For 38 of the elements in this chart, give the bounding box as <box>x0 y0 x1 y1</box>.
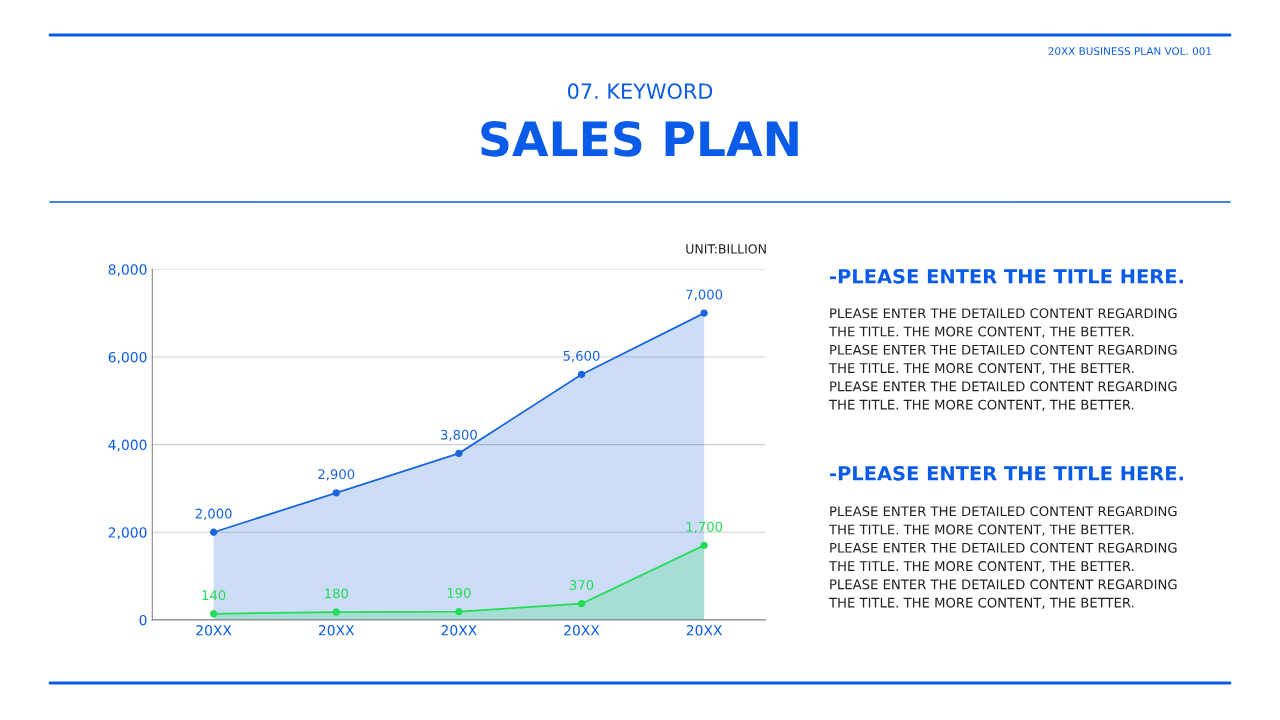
y-tick-label: 4,000 <box>108 439 147 452</box>
text: PLEASE ENTER THE DETAILED CONTENT REGARDING THE TITLE. THE MORE CONTENT, THE BETTER. PLEASE ENTER THE DETAILED CONTENT REGARDING THE TITLE. THE MORE CONTENT, THE BETTER. PLEASE ENTER THE DETAILED CONTENT REGARDING THE TITLE. THE MORE CONTENT, THE BETTER. <box>828 506 1177 609</box>
x-tick-label: 20XX <box>196 625 232 636</box>
text: PLEASE ENTER THE DETAILED CONTENT REGARDING THE TITLE. THE MORE CONTENT, THE BETTER. PLEASE ENTER THE DETAILED CONTENT REGARDING THE TITLE. THE MORE CONTENT, THE BETTER. PLEASE ENTER THE DETAILED CONTENT REGARDING THE TITLE. THE MORE CONTENT, THE BETTER. <box>828 308 1177 411</box>
data-label: 180 <box>325 588 348 599</box>
data-label: 3,800 <box>441 429 477 442</box>
point <box>700 541 708 550</box>
x-tick-label: 20XX <box>318 625 355 636</box>
point <box>332 608 340 616</box>
data-label: 7,000 <box>686 289 723 301</box>
data-label: 370 <box>569 580 594 591</box>
data-label: 2,000 <box>195 508 232 520</box>
point <box>577 600 586 608</box>
chart-title: SALES PLAN <box>481 120 798 157</box>
point <box>209 528 218 536</box>
x-tick-label: 20XX <box>441 625 477 636</box>
chart-subtitle: 07. KEYWORD <box>567 83 713 100</box>
point <box>332 489 340 497</box>
point <box>577 370 586 379</box>
point <box>455 449 463 458</box>
point <box>700 309 708 317</box>
data-label: 5,600 <box>563 350 600 363</box>
point <box>209 610 218 618</box>
y-tick-label: 2,000 <box>108 527 147 540</box>
point <box>455 607 463 616</box>
data-label: 140 <box>202 590 226 601</box>
data-label: 1,700 <box>686 521 723 534</box>
x-tick-label: 20XX <box>686 625 723 636</box>
x-tick-label: 20XX <box>564 625 600 636</box>
data-label: 190 <box>447 587 471 598</box>
y-tick-label: 6,000 <box>108 351 147 364</box>
y-tick-label: 8,000 <box>108 264 147 277</box>
text: -PLEASE ENTER THE TITLE HERE. <box>830 268 1183 284</box>
text: -PLEASE ENTER THE TITLE HERE. <box>830 465 1183 481</box>
text: UNIT:BILLION <box>686 244 766 254</box>
data-label: 2,900 <box>318 469 355 481</box>
text: 20XX BUSINESS PLAN VOL. 001 <box>1048 47 1212 56</box>
y-tick-label: 0 <box>139 614 147 626</box>
